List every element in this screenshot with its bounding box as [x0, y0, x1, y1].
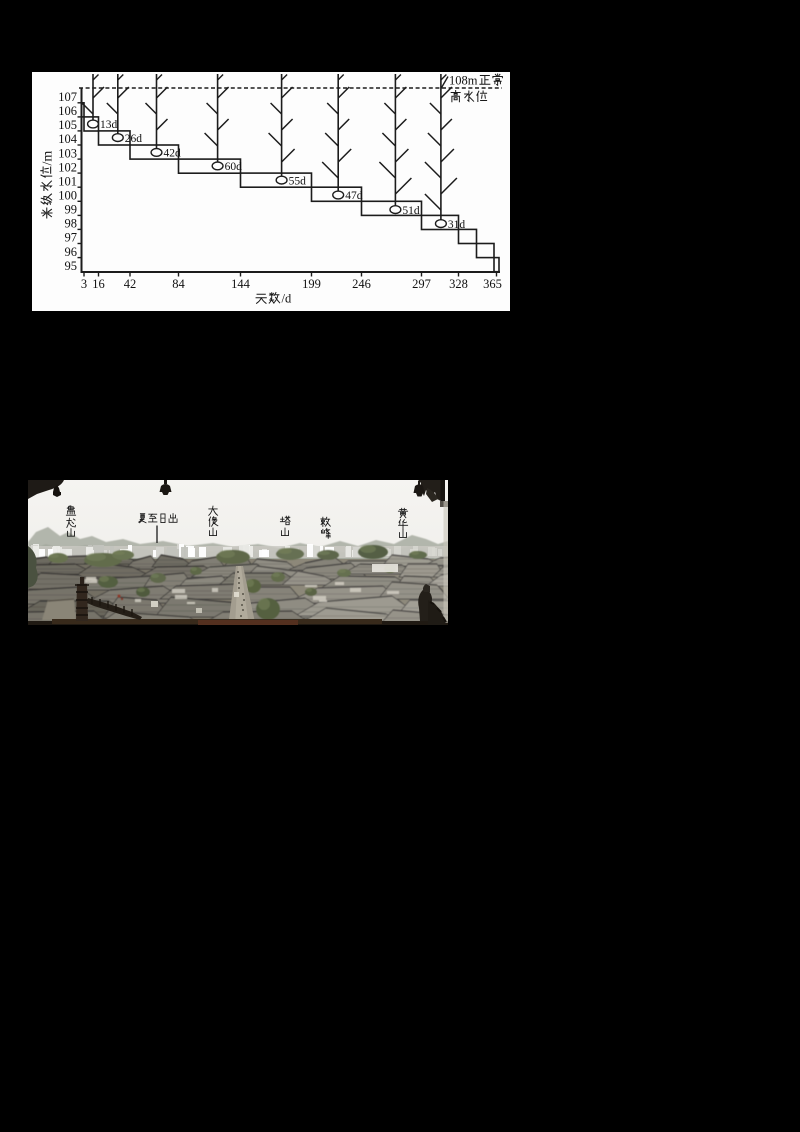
svg-text:51d: 51d [402, 205, 420, 217]
svg-text:26d: 26d [125, 133, 143, 145]
svg-text:/d: /d [282, 292, 292, 306]
svg-text:99: 99 [65, 203, 78, 217]
svg-text:/m: /m [41, 151, 56, 166]
svg-text:16: 16 [92, 277, 105, 291]
svg-text:103: 103 [58, 146, 77, 160]
svg-text:84: 84 [172, 277, 185, 291]
svg-text:3: 3 [81, 277, 87, 291]
svg-text:31d: 31d [448, 219, 466, 231]
svg-text:102: 102 [58, 160, 77, 174]
svg-text:328: 328 [449, 277, 468, 291]
svg-text:297: 297 [412, 277, 431, 291]
svg-text:96: 96 [65, 245, 78, 259]
svg-text:144: 144 [231, 277, 251, 291]
svg-text:365: 365 [483, 277, 502, 291]
svg-text:105: 105 [58, 118, 77, 132]
svg-text:97: 97 [65, 231, 78, 245]
svg-text:104: 104 [58, 132, 78, 146]
svg-text:47d: 47d [345, 190, 363, 202]
svg-text:60d: 60d [225, 161, 243, 173]
svg-text:95: 95 [65, 259, 78, 273]
svg-text:42d: 42d [164, 148, 182, 160]
svg-text:246: 246 [352, 277, 371, 291]
svg-text:55d: 55d [289, 175, 307, 187]
svg-text:106: 106 [58, 104, 77, 118]
svg-text:101: 101 [58, 174, 77, 188]
svg-text:100: 100 [58, 189, 77, 203]
svg-text:107: 107 [58, 90, 77, 104]
svg-text:108m: 108m [449, 74, 478, 88]
svg-text:13d: 13d [100, 119, 118, 131]
svg-text:98: 98 [65, 217, 78, 231]
svg-text:42: 42 [124, 277, 137, 291]
svg-text:199: 199 [302, 277, 321, 291]
